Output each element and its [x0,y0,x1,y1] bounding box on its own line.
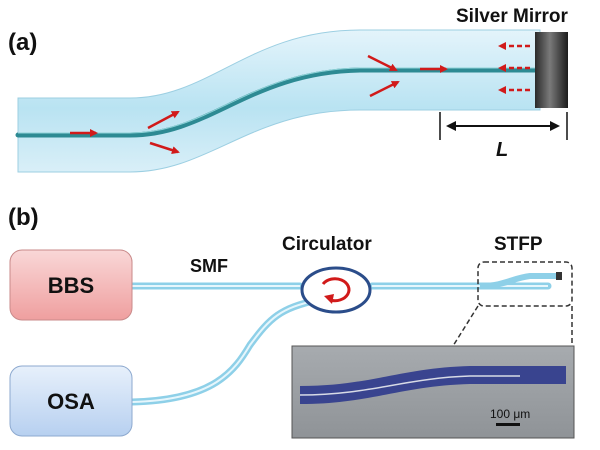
length-label: L [496,139,508,161]
circulator [300,266,372,314]
bbs-box [9,249,133,321]
scale-bar-label: 100 μm [490,407,530,421]
stfp-label: STFP [494,234,543,255]
osa-box [9,365,133,437]
micrograph: 100 μm [291,345,575,439]
reflected-light-arrows [498,42,530,94]
light-propagation-arrows [70,54,448,154]
smf-label: SMF [190,256,228,276]
zoom-line-left [452,305,479,347]
tapered-fiber-cladding [17,29,541,173]
circulator-label: Circulator [282,234,372,255]
stfp-mirror [556,272,562,280]
scale-bar [496,423,520,426]
osa-label: OSA [47,389,95,414]
silver-mirror-label: Silver Mirror [456,6,569,27]
circulator-arrow-icon [321,277,351,303]
tapered-fiber-core [15,67,543,138]
bbs-label: BBS [48,273,94,298]
panel-a-label: (a) [8,29,37,56]
fiber-network [128,282,552,406]
length-dimension [439,112,568,140]
panel-b-label: (b) [8,204,39,231]
zoom-box [477,261,573,307]
stfp-probe [479,273,556,289]
silver-mirror [535,32,568,108]
